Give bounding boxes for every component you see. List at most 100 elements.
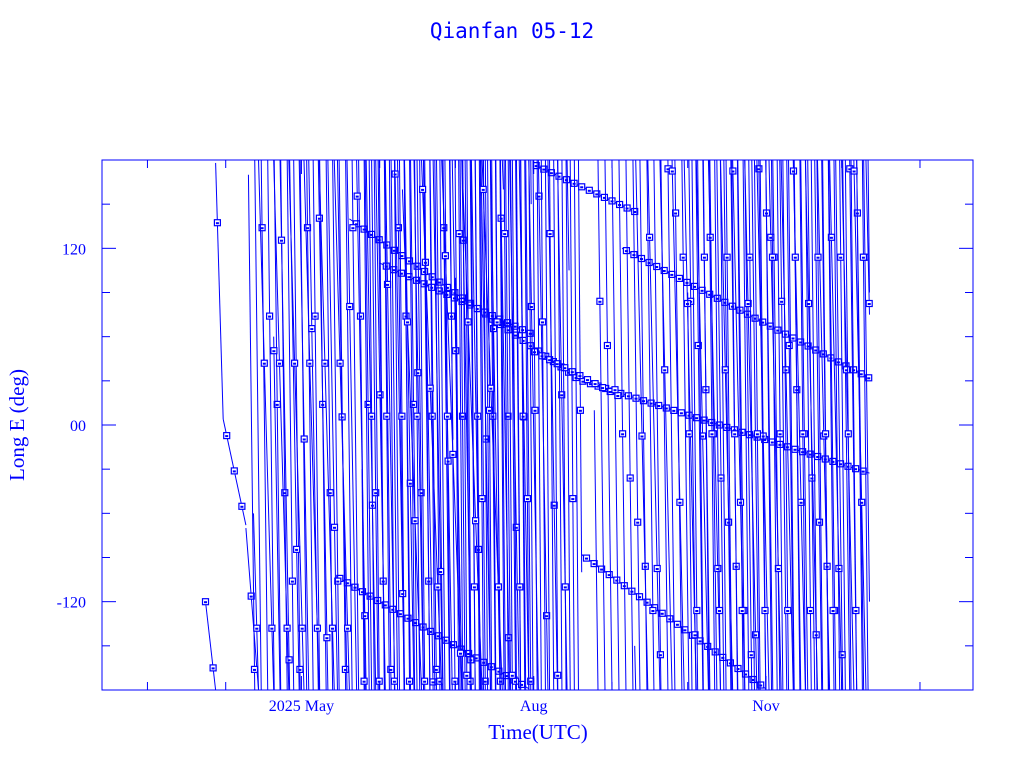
track: [634, 159, 873, 691]
data-point-fill: [793, 448, 797, 451]
data-point-fill: [413, 520, 417, 523]
data-point-fill: [770, 441, 774, 444]
data-point-fill: [393, 173, 397, 176]
data-point-fill: [386, 283, 389, 286]
track-line: [850, 159, 858, 691]
data-point-fill: [293, 362, 297, 365]
data-point-fill: [506, 415, 510, 418]
data-point-fill: [761, 321, 765, 324]
data-point-fill: [396, 227, 400, 230]
data-point-fill: [290, 580, 294, 583]
track-line: [566, 159, 570, 271]
data-point-fill: [571, 498, 575, 501]
data-point-fill: [392, 269, 396, 272]
track-line: [681, 159, 690, 691]
track-line: [687, 292, 693, 691]
track-line: [635, 159, 649, 691]
track-line: [839, 159, 846, 691]
data-point-fill: [647, 262, 651, 264]
data-point-fill: [746, 313, 749, 316]
data-point-fill: [315, 627, 319, 630]
data-point-fill: [799, 501, 803, 504]
data-point-fill: [672, 409, 676, 412]
data-point-fill: [581, 380, 585, 383]
track-line: [247, 174, 256, 691]
data-point-fill: [560, 394, 564, 397]
data-point-fill: [624, 250, 628, 253]
data-point-fill: [615, 579, 619, 582]
data-point-fill: [793, 256, 797, 259]
track-line: [793, 159, 801, 691]
data-point-fill: [755, 433, 759, 436]
data-point-fill: [204, 601, 207, 604]
data-point-fill: [607, 574, 611, 577]
track-line: [549, 159, 555, 691]
track-line: [822, 159, 829, 691]
data-point-fill: [702, 419, 706, 422]
data-point-fill: [355, 223, 358, 226]
data-point-fill: [677, 277, 681, 280]
data-point-fill: [861, 470, 865, 473]
track-line: [771, 159, 778, 691]
data-point-fill: [255, 627, 259, 630]
data-point-fill: [370, 233, 374, 236]
y-axis-label: Long E (deg): [5, 369, 29, 481]
track-line: [466, 159, 472, 691]
data-point-fill: [670, 273, 674, 276]
data-point-fill: [555, 363, 559, 366]
track-line: [303, 159, 320, 691]
data-point-fill: [211, 667, 215, 670]
data-point-fill: [451, 453, 455, 456]
track-line: [744, 159, 753, 691]
data-point-fill: [308, 362, 312, 365]
track-line: [732, 159, 746, 691]
data-point-fill: [436, 586, 440, 589]
track-line: [861, 159, 869, 691]
track-line: [810, 159, 818, 691]
data-point-fill: [749, 654, 753, 657]
data-point-fill: [325, 637, 329, 640]
data-point-fill: [556, 674, 560, 677]
track-line: [245, 528, 260, 691]
track: [454, 159, 585, 691]
track-line: [458, 159, 464, 691]
track-line: [708, 159, 716, 691]
track-line: [725, 159, 733, 691]
track-line: [363, 159, 370, 691]
data-point-fill: [400, 255, 404, 258]
track-line: [489, 159, 496, 691]
data-point-fill: [401, 593, 405, 596]
data-point-fill: [453, 680, 457, 683]
data-point-fill: [480, 498, 484, 501]
data-point-fill: [708, 293, 712, 296]
track-line: [351, 159, 360, 691]
data-point-fill: [695, 610, 699, 612]
data-point-fill: [719, 477, 723, 480]
data-point-fill: [270, 627, 274, 630]
data-point-fill: [831, 610, 835, 612]
data-point-fill: [626, 395, 630, 398]
data-point-fill: [563, 586, 567, 589]
data-point-fill: [302, 438, 306, 441]
track-line: [501, 159, 504, 190]
data-point-fill: [651, 610, 655, 612]
data-point-fill: [489, 387, 493, 390]
track-line: [403, 159, 415, 691]
data-point-fill: [585, 557, 588, 560]
data-point-fill: [389, 668, 393, 671]
data-point-fill: [431, 681, 435, 684]
track-line: [528, 159, 534, 691]
data-point-fill: [670, 170, 674, 173]
data-point-fill: [376, 600, 380, 602]
data-point-fill: [807, 303, 811, 305]
data-point-fill: [419, 492, 423, 495]
data-point-fill: [240, 505, 244, 508]
data-point-fill: [310, 328, 314, 331]
track-line: [441, 159, 463, 691]
data-point-fill: [837, 568, 841, 570]
data-point-fill: [466, 321, 470, 324]
data-point-fill: [744, 673, 747, 676]
data-point-fill: [298, 668, 302, 671]
track-line: [419, 159, 426, 691]
track-line: [306, 159, 314, 691]
